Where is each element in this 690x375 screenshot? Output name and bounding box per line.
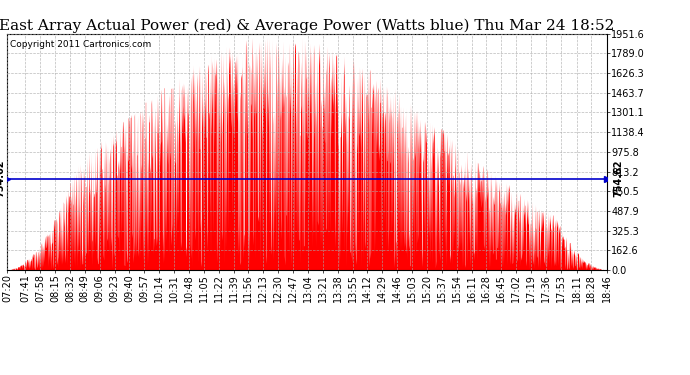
Text: 754.62: 754.62 (613, 160, 624, 197)
Text: Copyright 2011 Cartronics.com: Copyright 2011 Cartronics.com (10, 40, 151, 49)
Text: 754.62: 754.62 (0, 160, 6, 197)
Title: East Array Actual Power (red) & Average Power (Watts blue) Thu Mar 24 18:52: East Array Actual Power (red) & Average … (0, 18, 615, 33)
